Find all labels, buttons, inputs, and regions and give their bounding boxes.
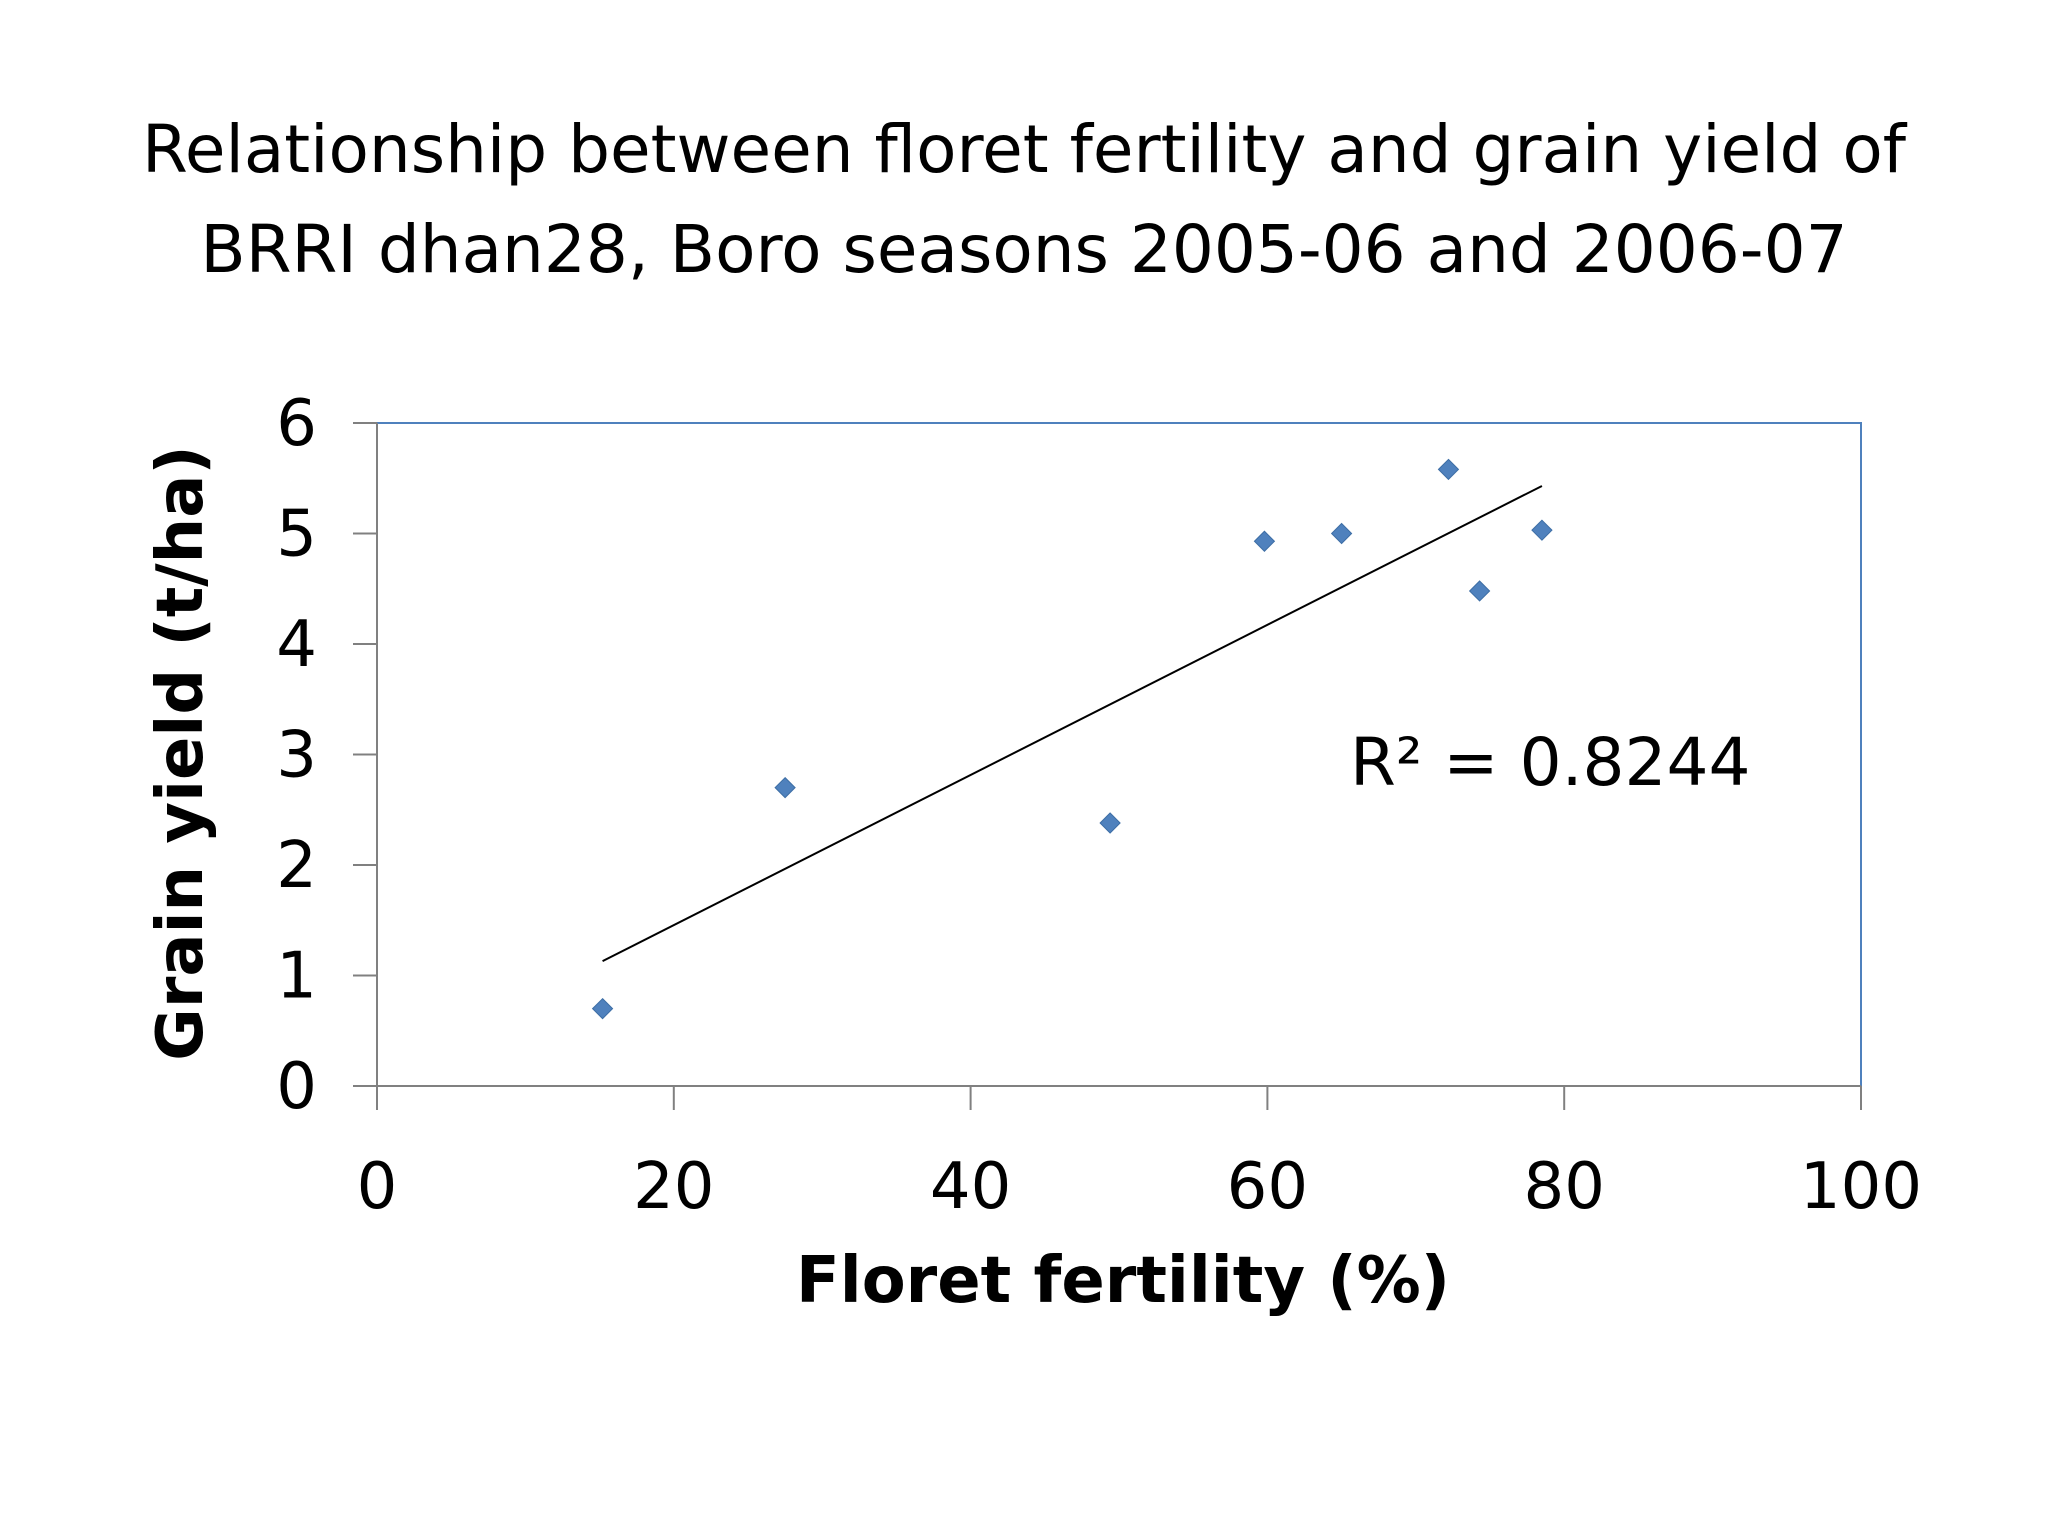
data-point [1437, 458, 1460, 481]
data-point [1099, 812, 1121, 834]
x-tick-label: 60 [1227, 1150, 1308, 1224]
y-tick-label: 1 [276, 940, 317, 1014]
chart-title: Relationship between floret fertility an… [0, 100, 2048, 300]
data-point [1330, 522, 1353, 545]
x-tick-label: 0 [357, 1150, 398, 1224]
y-tick-label: 0 [276, 1050, 317, 1124]
x-axis-label: Floret fertility (%) [796, 1244, 1450, 1318]
data-point [1531, 519, 1553, 541]
x-tick-label: 100 [1800, 1150, 1922, 1224]
data-point [1253, 530, 1276, 552]
trendline [602, 485, 1543, 963]
y-tick-label: 2 [276, 829, 317, 903]
y-tick-label: 3 [276, 719, 317, 793]
x-tick-label: 20 [633, 1150, 714, 1224]
y-tick-label: 4 [276, 608, 317, 682]
y-tick-label: 6 [276, 387, 317, 461]
data-point [774, 776, 796, 799]
y-tick-label: 5 [276, 498, 317, 572]
x-tick-label: 80 [1523, 1150, 1604, 1224]
y-axis-label: Grain yield (t/ha) [144, 445, 218, 1060]
chart-title-line-1: Relationship between floret fertility an… [142, 111, 1906, 188]
data-point [1468, 580, 1491, 602]
x-tick-label: 40 [930, 1150, 1011, 1224]
r-squared-annotation: R² = 0.8244 [1350, 724, 1751, 801]
data-point [591, 997, 614, 1020]
chart-title-line-2: BRRI dhan28, Boro seasons 2005-06 and 20… [200, 211, 1848, 288]
